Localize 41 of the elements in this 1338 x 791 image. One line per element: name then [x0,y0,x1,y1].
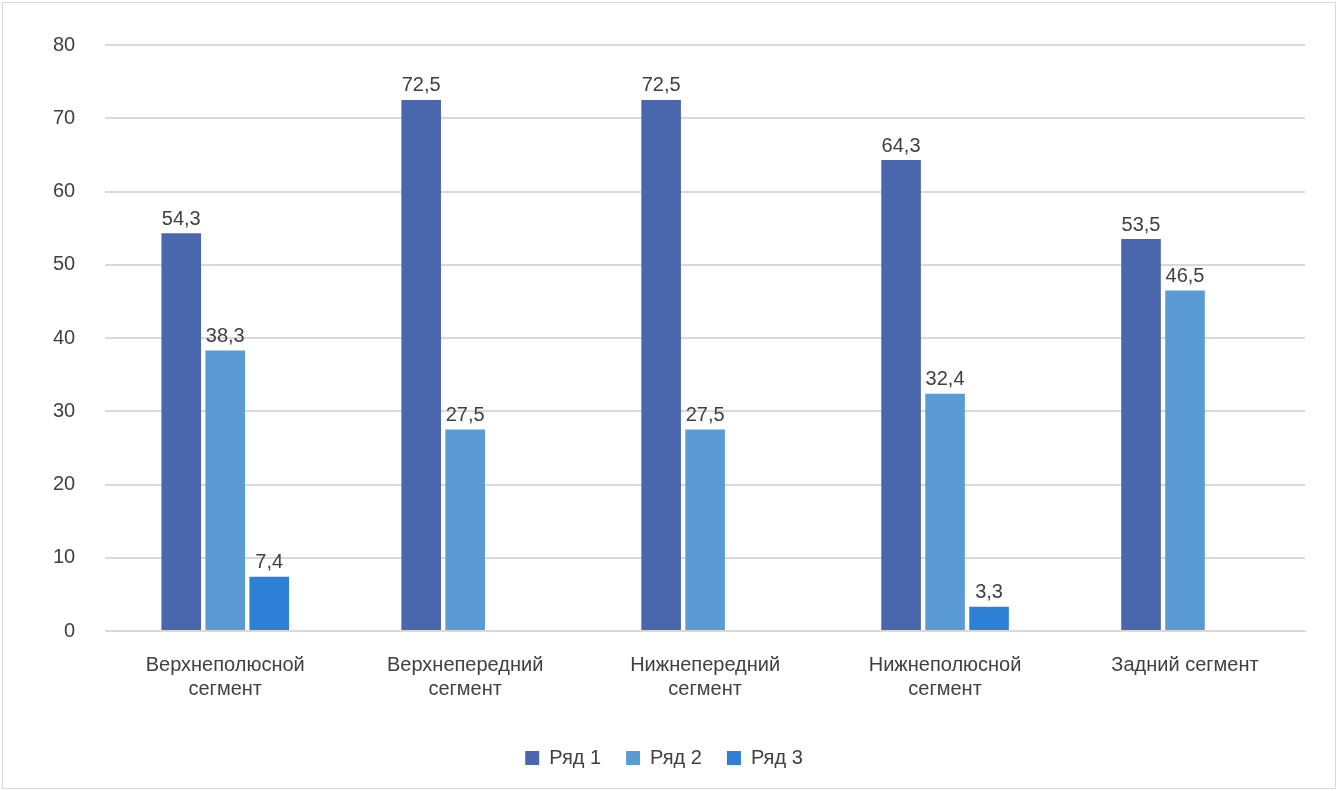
x-tick-label: Верхнеполюсной сегмент [145,652,305,699]
x-tick-label: Нижнепередний сегмент [630,652,781,699]
bar [161,233,202,630]
data-label: 32,4 [925,367,965,390]
data-label: 3,3 [975,580,1003,603]
bar [881,160,921,630]
data-label: 38,3 [205,323,245,346]
data-label: 72,5 [641,73,681,96]
x-tick-label: Верхнепередний сегмент [386,652,544,699]
bar [249,576,290,630]
y-tick-label: 50 [53,252,76,275]
bar [1121,239,1161,630]
data-label: 53,5 [1121,212,1161,235]
bar [685,429,725,630]
data-label: 64,3 [881,133,921,156]
data-label: 72,5 [401,73,441,96]
bar [205,350,246,630]
y-tick-label: 30 [53,398,76,421]
y-tick-label: 0 [64,618,76,641]
data-label: 7,4 [255,550,284,573]
legend-label: Ряд 3 [750,745,803,768]
bar [445,429,485,630]
x-tick-label: Задний сегмент [1111,652,1259,675]
y-tick-label: 40 [53,325,76,348]
legend-label: Ряд 2 [650,745,702,768]
bar [401,99,441,630]
y-tick-label: 80 [53,32,76,55]
bar [641,99,681,630]
bar [925,393,965,630]
x-tick-label: Нижнеполюсной сегмент [868,652,1022,699]
y-tick-label: 20 [53,472,76,495]
data-label: 27,5 [445,403,485,426]
y-tick-label: 10 [53,545,76,568]
bar [1165,290,1205,630]
y-tick-label: 60 [53,179,76,202]
data-label: 27,5 [685,403,725,426]
data-label: 54,3 [161,206,201,229]
data-label: 46,5 [1165,263,1205,286]
bar [969,606,1009,630]
legend-label: Ряд 1 [549,745,602,768]
y-tick-label: 70 [53,105,76,128]
